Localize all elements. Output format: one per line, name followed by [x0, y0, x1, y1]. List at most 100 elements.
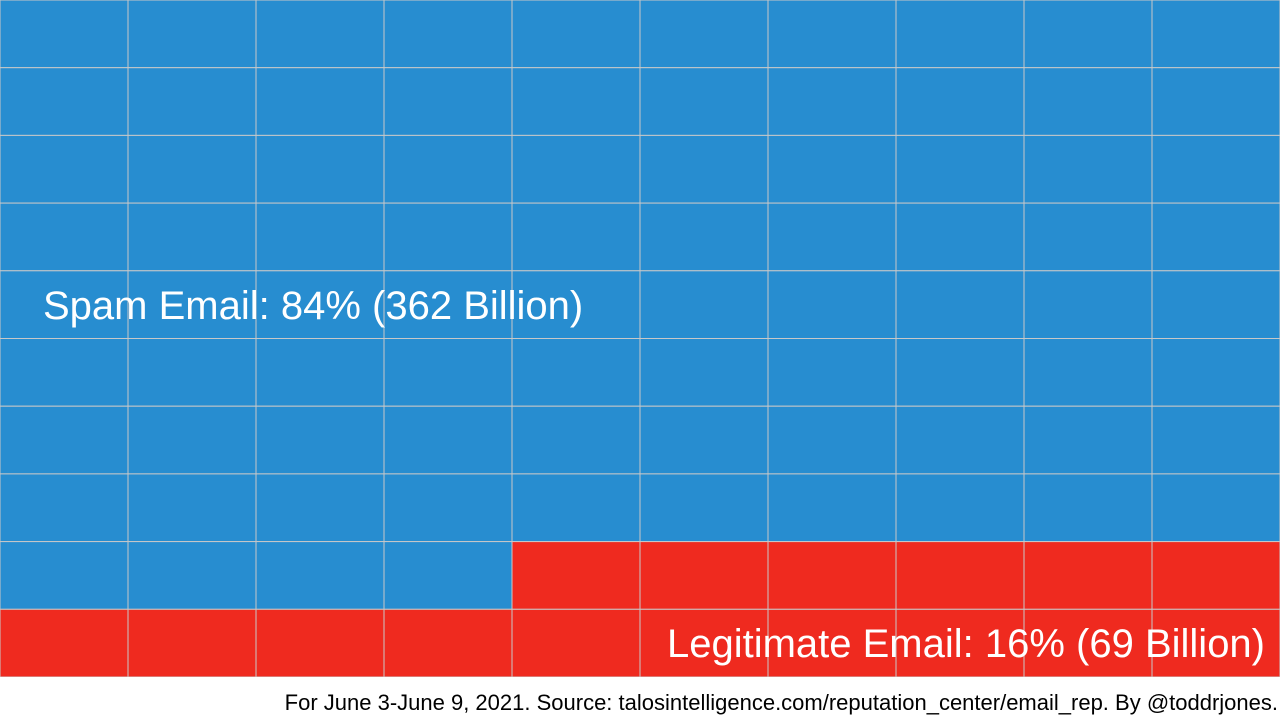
spam-cell [767, 270, 897, 339]
spam-label: Spam Email: 84% (362 Billion) [43, 284, 584, 328]
spam-cell [255, 473, 385, 543]
spam-cell [1151, 338, 1280, 407]
spam-cell [127, 134, 257, 204]
spam-cell [1023, 473, 1153, 543]
spam-cell [255, 405, 385, 475]
legitimate-cell [255, 608, 385, 677]
source-note: For June 3-June 9, 2021. Source: talosin… [284, 690, 1278, 715]
spam-cell [1151, 134, 1280, 204]
spam-cell [127, 473, 257, 543]
spam-cell [1151, 0, 1280, 69]
spam-cell [639, 202, 769, 272]
spam-cell [383, 134, 513, 204]
spam-cell [383, 473, 513, 543]
spam-cell [511, 0, 641, 69]
spam-cell [511, 67, 641, 136]
legitimate-cell [383, 608, 513, 677]
legitimate-cell [0, 608, 129, 677]
spam-cell [255, 541, 385, 610]
spam-cell [639, 473, 769, 543]
spam-cell [767, 473, 897, 543]
spam-cell [511, 405, 641, 475]
spam-cell [1023, 0, 1153, 69]
spam-cell [511, 134, 641, 204]
spam-cell [0, 338, 129, 407]
legitimate-cell [767, 541, 897, 610]
legitimate-cell [127, 608, 257, 677]
spam-cell [1023, 134, 1153, 204]
spam-cell [383, 67, 513, 136]
spam-cell [0, 202, 129, 272]
spam-cell [1023, 405, 1153, 475]
spam-cell [767, 67, 897, 136]
legitimate-cell [639, 541, 769, 610]
legitimate-cell [511, 608, 641, 677]
spam-cell [767, 0, 897, 69]
spam-cell [255, 134, 385, 204]
spam-cell [127, 338, 257, 407]
legitimate-cell [511, 541, 641, 610]
spam-cell [1151, 67, 1280, 136]
spam-cell [1023, 338, 1153, 407]
spam-cell [895, 67, 1025, 136]
spam-cell [511, 473, 641, 543]
legitimate-label: Legitimate Email: 16% (69 Billion) [666, 622, 1265, 666]
spam-cell [511, 270, 641, 339]
legitimate-cell [1151, 541, 1280, 610]
spam-cell [127, 541, 257, 610]
spam-cell [1023, 270, 1153, 339]
spam-cell [0, 473, 129, 543]
spam-cell [639, 67, 769, 136]
spam-cell [0, 134, 129, 204]
spam-cell [0, 270, 129, 339]
spam-cell [255, 67, 385, 136]
spam-cell [127, 270, 257, 339]
spam-cell [1151, 270, 1280, 339]
spam-cell [639, 405, 769, 475]
spam-cell [895, 338, 1025, 407]
spam-cell [127, 67, 257, 136]
spam-cell [255, 338, 385, 407]
spam-cell [639, 0, 769, 69]
spam-cell [383, 270, 513, 339]
spam-cell [1151, 202, 1280, 272]
spam-cell [895, 270, 1025, 339]
legitimate-cell [639, 608, 769, 677]
spam-cell [767, 202, 897, 272]
spam-cell [0, 541, 129, 610]
spam-cell [639, 134, 769, 204]
spam-cell [1151, 405, 1280, 475]
spam-cell [639, 270, 769, 339]
spam-cell [255, 202, 385, 272]
legitimate-cell [1023, 541, 1153, 610]
spam-cell [383, 338, 513, 407]
spam-cell [255, 0, 385, 69]
spam-cell [1151, 473, 1280, 543]
legitimate-cell [767, 608, 897, 677]
legitimate-cell [895, 541, 1025, 610]
spam-cell [511, 338, 641, 407]
spam-cell [0, 405, 129, 475]
spam-cell [383, 405, 513, 475]
spam-cell [767, 405, 897, 475]
spam-cell [0, 67, 129, 136]
waffle-grid [0, 0, 1280, 677]
spam-cell [127, 0, 257, 69]
spam-cell [383, 202, 513, 272]
spam-cell [1023, 202, 1153, 272]
spam-cell [383, 541, 513, 610]
spam-cell [767, 134, 897, 204]
spam-cell [895, 473, 1025, 543]
spam-cell [0, 0, 129, 69]
spam-cell [767, 338, 897, 407]
spam-cell [383, 0, 513, 69]
spam-cell [895, 0, 1025, 69]
spam-cell [127, 202, 257, 272]
spam-cell [895, 202, 1025, 272]
legitimate-cell [1151, 608, 1280, 677]
spam-cell [895, 134, 1025, 204]
spam-cell [1023, 67, 1153, 136]
spam-cell [127, 405, 257, 475]
spam-cell [639, 338, 769, 407]
